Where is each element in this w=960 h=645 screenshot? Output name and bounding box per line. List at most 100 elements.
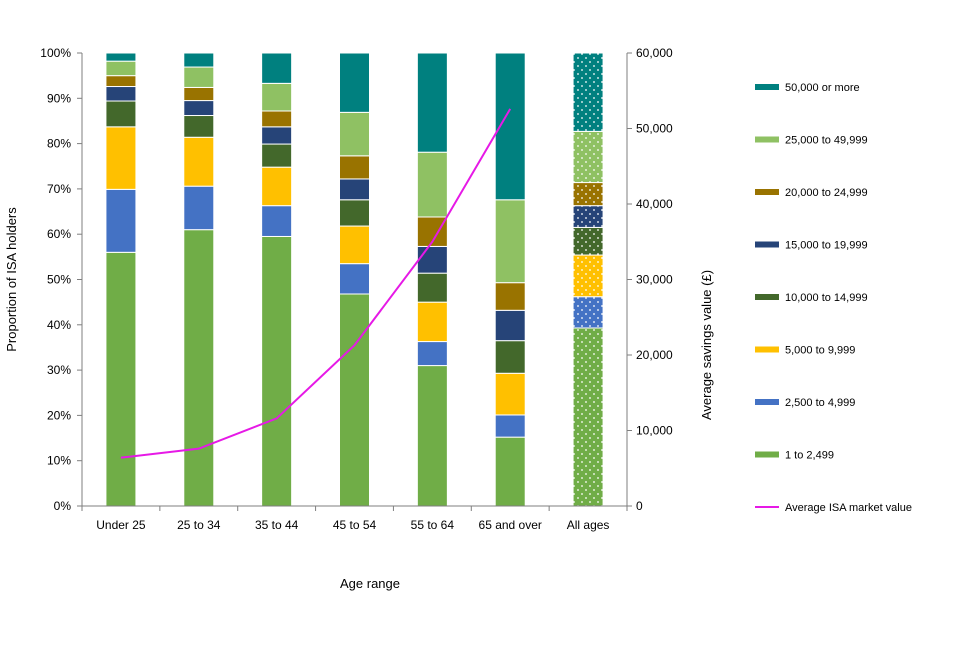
y-axis-title: Proportion of ISA holders [4,207,19,352]
bar-65-and-over-1-to-2-499 [495,437,525,506]
bar-25-to-34-2-500-to-4-999 [184,186,214,229]
bar-45-to-54-20-000-to-24-999 [340,156,370,179]
bar-25-to-34-15-000-to-19-999 [184,101,214,116]
y2-tick-label: 60,000 [636,46,673,60]
bar-65-and-over-20-000-to-24-999 [495,283,525,311]
legend-label-1-to-2-499: 1 to 2,499 [785,450,834,462]
legend-label-50-000-or-more: 50,000 or more [785,82,860,94]
y2-tick-label: 20,000 [636,348,673,362]
y-tick-label: 90% [47,91,71,105]
bar-55-to-64-5-000-to-9-999 [417,302,447,341]
legend-label-20-000-to-24-999: 20,000 to 24,999 [785,187,868,199]
x-tick-label: 25 to 34 [177,518,221,532]
y2-axis-title: Average savings value (£) [699,270,714,420]
bar-65-and-over-15-000-to-19-999 [495,310,525,340]
bar-25-to-34-1-to-2-499 [184,230,214,506]
bar-45-to-54-50-000-or-more [340,53,370,112]
y-tick-label: 50% [47,273,71,287]
bar-35-to-44-20-000-to-24-999 [262,111,292,127]
legend-swatch-50-000-or-more [755,84,779,90]
bar-under-25-2-500-to-4-999 [106,189,136,252]
x-tick-label: 35 to 44 [255,518,299,532]
x-tick-label: All ages [567,518,610,532]
y-tick-label: 60% [47,227,71,241]
bar-55-to-64-2-500-to-4-999 [417,342,447,366]
bar-55-to-64-50-000-or-more [417,53,447,152]
legend-swatch-5-000-to-9-999 [755,347,779,353]
bar-25-to-34-10-000-to-14-999 [184,116,214,138]
bar-25-to-34-50-000-or-more [184,53,214,67]
legend-swatch-10-000-to-14-999 [755,294,779,300]
bar-pattern-all-ages-1-to-2-499 [573,328,603,506]
bar-65-and-over-2-500-to-4-999 [495,415,525,437]
y2-tick-label: 50,000 [636,122,673,136]
y2-tick-label: 40,000 [636,197,673,211]
legend-label-average-isa-market-value: Average ISA market value [785,502,912,514]
bar-under-25-20-000-to-24-999 [106,76,136,87]
bar-35-to-44-10-000-to-14-999 [262,144,292,167]
bar-35-to-44-5-000-to-9-999 [262,167,292,206]
y-tick-label: 10% [47,454,71,468]
bar-25-to-34-5-000-to-9-999 [184,137,214,186]
y2-tick-label: 30,000 [636,273,673,287]
y-tick-label: 40% [47,318,71,332]
bar-pattern-all-ages-2-500-to-4-999 [573,297,603,328]
bar-25-to-34-25-000-to-49-999 [184,67,214,87]
bar-35-to-44-2-500-to-4-999 [262,206,292,237]
bar-55-to-64-1-to-2-499 [417,366,447,506]
bar-55-to-64-15-000-to-19-999 [417,246,447,273]
bar-under-25-5-000-to-9-999 [106,127,136,190]
bar-under-25-1-to-2-499 [106,252,136,506]
x-axis-title: Age range [340,576,400,591]
bar-55-to-64-10-000-to-14-999 [417,273,447,302]
bar-pattern-all-ages-25-000-to-49-999 [573,131,603,182]
legend: 50,000 or more 25,000 to 49,999 20,000 to … [755,82,912,514]
bar-35-to-44-50-000-or-more [262,53,292,83]
y2-tick-label: 0 [636,499,643,513]
legend-label-10-000-to-14-999: 10,000 to 14,999 [785,292,868,304]
bar-under-25-50-000-or-more [106,53,136,61]
legend-swatch-2-500-to-4-999 [755,399,779,405]
y-tick-label: 100% [40,46,71,60]
bar-45-to-54-5-000-to-9-999 [340,226,370,264]
bar-pattern-all-ages-20-000-to-24-999 [573,183,603,206]
bar-pattern-all-ages-5-000-to-9-999 [573,255,603,297]
x-tick-label: 65 and over [479,518,542,532]
x-tick-label: 55 to 64 [411,518,455,532]
bar-65-and-over-25-000-to-49-999 [495,200,525,283]
line-average-isa-market-value [121,109,510,458]
y2-tick-label: 10,000 [636,424,673,438]
legend-label-2-500-to-4-999: 2,500 to 4,999 [785,397,855,409]
y-tick-label: 80% [47,137,71,151]
bar-45-to-54-10-000-to-14-999 [340,200,370,226]
bar-35-to-44-1-to-2-499 [262,236,292,506]
bar-pattern-all-ages-50-000-or-more [573,53,603,131]
bar-65-and-over-5-000-to-9-999 [495,373,525,415]
bar-45-to-54-15-000-to-19-999 [340,179,370,200]
y-tick-label: 30% [47,363,71,377]
legend-swatch-1-to-2-499 [755,452,779,458]
bar-65-and-over-10-000-to-14-999 [495,341,525,374]
legend-label-15-000-to-19-999: 15,000 to 19,999 [785,240,868,252]
x-tick-label: 45 to 54 [333,518,377,532]
bar-55-to-64-25-000-to-49-999 [417,152,447,217]
bar-45-to-54-25-000-to-49-999 [340,112,370,155]
bar-under-25-10-000-to-14-999 [106,101,136,127]
y-tick-label: 0% [54,499,72,513]
legend-swatch-20-000-to-24-999 [755,189,779,195]
bar-under-25-15-000-to-19-999 [106,87,136,101]
bar-pattern-all-ages-15-000-to-19-999 [573,206,603,228]
bars-layer [106,53,603,506]
y-tick-label: 70% [47,182,71,196]
legend-label-25-000-to-49-999: 25,000 to 49,999 [785,135,868,147]
bar-45-to-54-1-to-2-499 [340,294,370,506]
bar-under-25-25-000-to-49-999 [106,61,136,75]
bar-35-to-44-15-000-to-19-999 [262,127,292,144]
legend-swatch-15-000-to-19-999 [755,242,779,248]
legend-label-5-000-to-9-999: 5,000 to 9,999 [785,345,855,357]
bar-25-to-34-20-000-to-24-999 [184,87,214,100]
legend-swatch-25-000-to-49-999 [755,137,779,143]
bar-45-to-54-2-500-to-4-999 [340,264,370,294]
